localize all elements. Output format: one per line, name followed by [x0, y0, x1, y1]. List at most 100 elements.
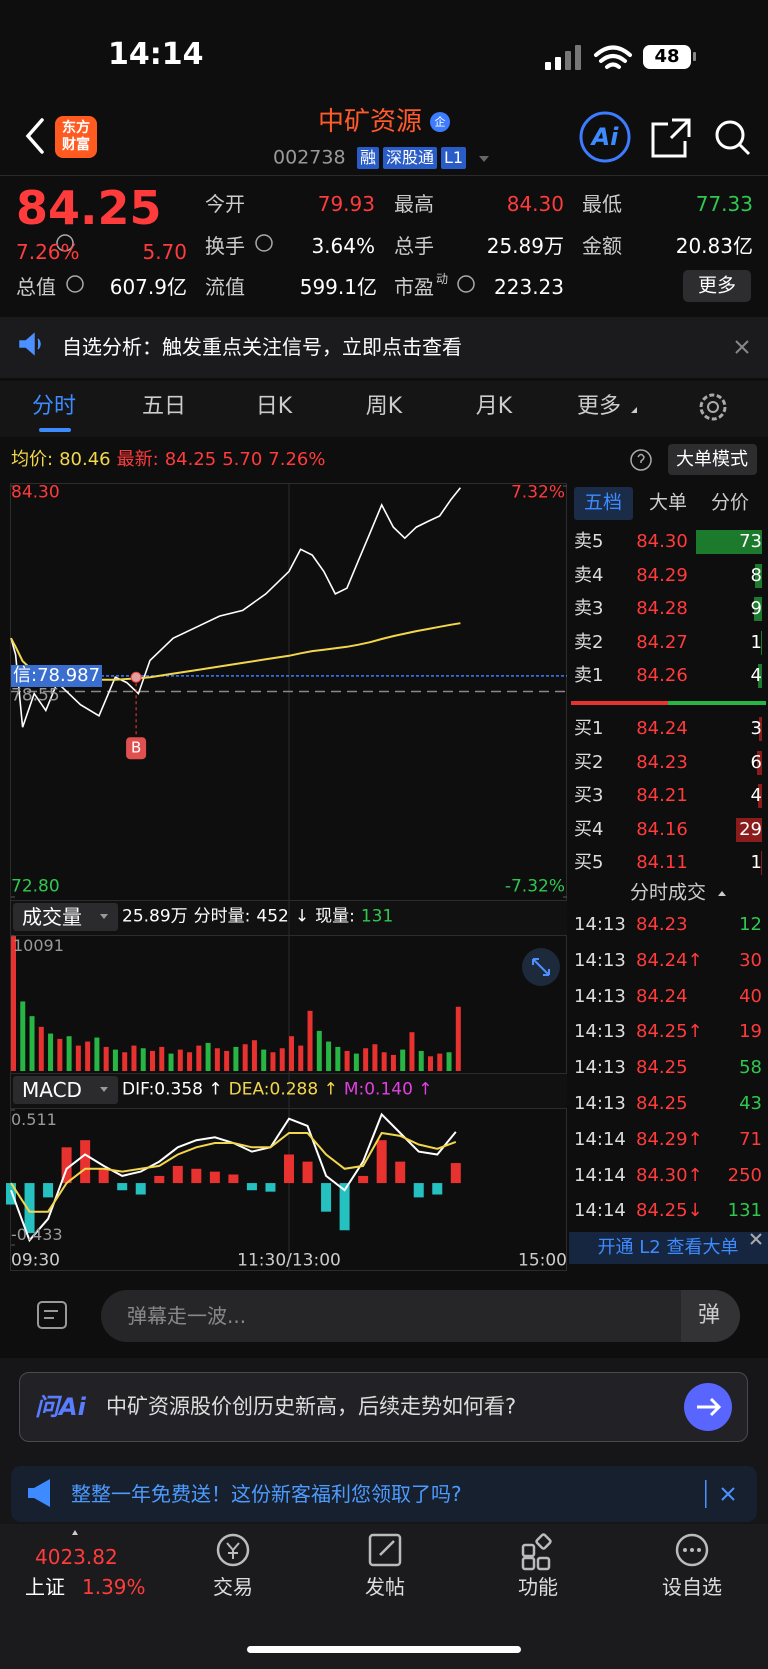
- book-label: 卖3: [574, 598, 604, 619]
- comment-button[interactable]: 弹: [697, 1303, 721, 1328]
- info-icon[interactable]: [457, 275, 475, 293]
- ai-button[interactable]: Ai: [591, 123, 619, 151]
- book-label: 买5: [574, 852, 604, 873]
- more-button-text[interactable]: 更多: [697, 274, 737, 297]
- watch-icon[interactable]: [675, 1533, 709, 1567]
- trade-time: 14:13: [574, 985, 626, 1007]
- book-tab[interactable]: 大单: [648, 491, 688, 514]
- close-icon[interactable]: [735, 340, 749, 354]
- volume-bar: [57, 1038, 63, 1071]
- book-volume: 29: [739, 818, 762, 840]
- dropdown-icon[interactable]: [479, 156, 489, 162]
- l2-bg[interactable]: [569, 1232, 768, 1264]
- close-icon[interactable]: [750, 1233, 762, 1245]
- mode-button[interactable]: [668, 444, 757, 475]
- comment-button-bg[interactable]: [681, 1290, 740, 1342]
- index-name: 上证: [25, 1575, 65, 1599]
- banner-text[interactable]: 自选分析：触发重点关注信号，立即点击查看: [62, 335, 462, 359]
- text: ↓: [294, 906, 310, 927]
- stat-sup: 动: [436, 272, 449, 286]
- x-tick-label: 11:30/13:00: [237, 1250, 341, 1271]
- trade-volume: 30: [739, 949, 762, 971]
- ask-ai-brand: 问Ai: [35, 1393, 86, 1421]
- volume-bar: [11, 936, 16, 1071]
- tab[interactable]: 五日: [141, 394, 187, 419]
- tabs-bg: [0, 381, 768, 437]
- info-icon[interactable]: [56, 234, 74, 252]
- book-tab-active[interactable]: [574, 487, 633, 520]
- tab[interactable]: 分时: [31, 394, 77, 419]
- book-volume: 6: [750, 751, 762, 773]
- index-value: 4023.82: [35, 1545, 118, 1569]
- promo-text[interactable]: 整整一年免费送！这份新客福利您领取了吗?: [71, 1482, 462, 1506]
- book-volume: 1: [750, 631, 762, 653]
- more-button[interactable]: [683, 270, 751, 302]
- price: 84.25: [16, 181, 162, 235]
- badge: 企: [434, 115, 446, 129]
- dea-line: [10, 1131, 457, 1213]
- banner-bg[interactable]: [0, 317, 768, 378]
- macd-bar: [61, 1147, 72, 1184]
- volume-title[interactable]: 成交量: [22, 905, 82, 929]
- settings-core: [707, 401, 719, 413]
- settings-icon[interactable]: [699, 393, 727, 421]
- ai-icon-ring[interactable]: [579, 111, 631, 163]
- nav-item[interactable]: 发帖: [365, 1575, 405, 1599]
- volume-bar: [428, 1056, 433, 1071]
- book-volume: 8: [750, 564, 762, 586]
- book-tab[interactable]: 分价: [710, 491, 750, 514]
- mode-button-text[interactable]: 大单模式: [676, 449, 748, 470]
- macd-title[interactable]: MACD: [22, 1078, 82, 1102]
- y-tick-label: -0.433: [11, 1225, 63, 1244]
- promo-bg[interactable]: [11, 1466, 757, 1522]
- trade-price: 84.25: [636, 1057, 688, 1079]
- comment-input[interactable]: [101, 1290, 740, 1342]
- ask-ai-box[interactable]: [19, 1372, 748, 1442]
- index-pct: 1.39%: [82, 1575, 146, 1599]
- stat-value: 84.30: [506, 192, 564, 216]
- clock: 14:14: [108, 37, 204, 72]
- function-icon[interactable]: [521, 1533, 552, 1571]
- tab[interactable]: 月K: [475, 394, 513, 419]
- ask-ai-prompt[interactable]: 中矿资源股价创历史新高，后续走势如何看?: [106, 1394, 517, 1419]
- tab[interactable]: 周K: [365, 394, 403, 419]
- nav-item[interactable]: 设自选: [662, 1575, 722, 1599]
- divider: [0, 175, 768, 176]
- tab[interactable]: 日K: [255, 394, 293, 419]
- depth-bar: [759, 717, 762, 741]
- text: 131: [360, 906, 394, 927]
- trade-price: 84.23: [636, 914, 688, 935]
- y2-tick-label: -7.32%: [504, 876, 565, 897]
- back-icon[interactable]: [25, 118, 44, 154]
- trade-icon[interactable]: [216, 1533, 250, 1567]
- close-icon[interactable]: [721, 1487, 735, 1501]
- book-price: 84.26: [636, 665, 688, 686]
- macd-dropdown[interactable]: [13, 1076, 118, 1104]
- volume-bar: [326, 1041, 332, 1071]
- comment-placeholder[interactable]: 弹幕走一波...: [127, 1304, 247, 1328]
- share-icon[interactable]: [651, 118, 691, 158]
- nav-item[interactable]: 交易: [213, 1575, 253, 1599]
- comment-icon[interactable]: [37, 1301, 67, 1329]
- volume-bar: [224, 1050, 230, 1071]
- search-icon[interactable]: [715, 120, 745, 150]
- volume-bar: [446, 1052, 452, 1071]
- nav-item[interactable]: 功能: [518, 1575, 558, 1599]
- expand-arrows: [532, 958, 550, 976]
- tab[interactable]: 更多: [576, 394, 622, 419]
- tag: L1: [441, 147, 467, 169]
- macd-bar: [209, 1171, 220, 1184]
- book-volume: 9: [750, 598, 762, 619]
- y-tick-label: 10091: [13, 936, 64, 955]
- info-icon[interactable]: [255, 234, 273, 252]
- volume-bar: [251, 1040, 257, 1071]
- volume-dropdown[interactable]: [13, 903, 118, 931]
- help-icon[interactable]: [630, 449, 652, 471]
- post-icon[interactable]: [368, 1533, 402, 1567]
- info-icon[interactable]: [66, 275, 84, 293]
- depth-bar: [761, 851, 762, 875]
- stat-label: 总手: [394, 234, 434, 258]
- book-tab[interactable]: 五档: [583, 491, 623, 514]
- l2-link[interactable]: 开通 L2 查看大单: [597, 1237, 739, 1258]
